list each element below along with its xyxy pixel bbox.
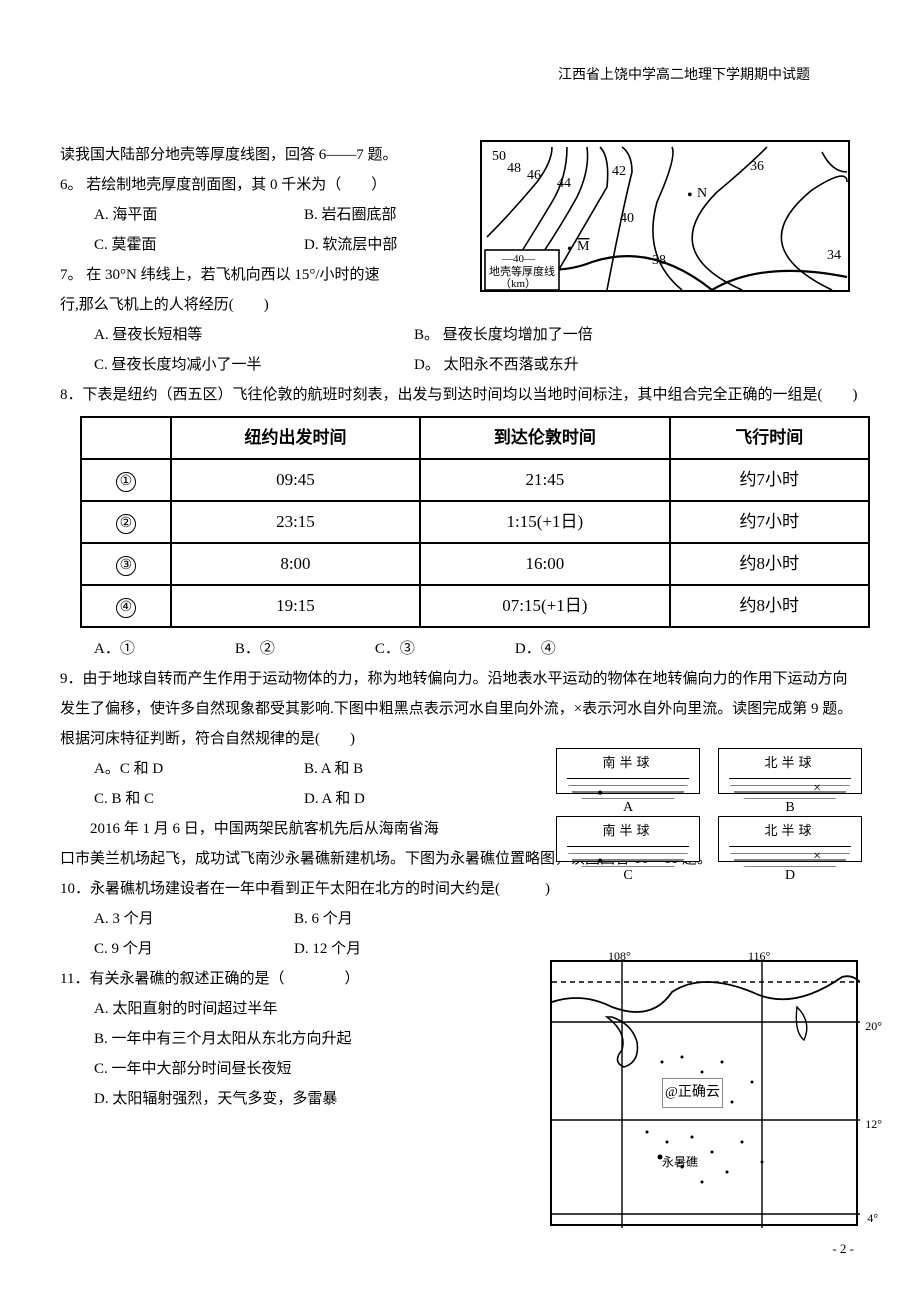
q9-stem: 9．由于地球自转而产生作用于运动物体的力，称为地转偏向力。沿地表水平运动的物体在… bbox=[60, 664, 860, 724]
cell: 16:00 bbox=[420, 543, 669, 585]
lat-4: 4° bbox=[867, 1206, 878, 1230]
lon-116: 116° bbox=[748, 944, 770, 968]
q7-D: D。 太阳永不西落或东升 bbox=[414, 350, 579, 380]
q10-C: C. 9 个月 bbox=[94, 934, 294, 964]
rb-A: 南半球 • bbox=[556, 748, 700, 794]
yongshu-label: 永暑礁 bbox=[662, 1150, 698, 1174]
q9-B: B. A 和 B bbox=[304, 754, 514, 784]
figure-riverbeds: 南半球 • A 北半球 × B 南半球 • C 北半球 × D bbox=[556, 748, 866, 878]
cell: 19:15 bbox=[171, 585, 420, 627]
cell: 约7小时 bbox=[670, 459, 869, 501]
q8-table: 纽约出发时间 到达伦敦时间 飞行时间 ① 09:45 21:45 约7小时 ② … bbox=[80, 416, 870, 628]
watermark: @正确云 bbox=[662, 1078, 723, 1108]
q9-D: D. A 和 D bbox=[304, 784, 514, 814]
row-id: ① bbox=[116, 472, 136, 492]
q7-stem-a: 7。 在 30°N 纬线上，若飞机向西以 15°/小时的速 bbox=[60, 267, 380, 283]
table-row: ① 09:45 21:45 约7小时 bbox=[81, 459, 869, 501]
svg-text:地壳等厚度线: 地壳等厚度线 bbox=[489, 264, 555, 278]
table-row: ② 23:15 1:15(+1日) 约7小时 bbox=[81, 501, 869, 543]
cell: 23:15 bbox=[171, 501, 420, 543]
row-id: ③ bbox=[116, 556, 136, 576]
rb-label: 北半球 bbox=[719, 749, 861, 776]
q6-A: A. 海平面 bbox=[94, 200, 304, 230]
cell: 21:45 bbox=[420, 459, 669, 501]
row-id: ② bbox=[116, 514, 136, 534]
rb-label: 南半球 bbox=[557, 749, 699, 776]
cell: 8:00 bbox=[171, 543, 420, 585]
svg-text:36: 36 bbox=[750, 159, 764, 174]
cell: 07:15(+1日) bbox=[420, 585, 669, 627]
cell: 1:15(+1日) bbox=[420, 501, 669, 543]
lat-12: 12° bbox=[865, 1112, 882, 1136]
q7-A: A. 昼夜长短相等 bbox=[94, 320, 414, 350]
cell: 约8小时 bbox=[670, 543, 869, 585]
figure-crust-map: 50 48 46 44 42 40 38 36 34 N M • • —40— … bbox=[480, 140, 850, 292]
svg-text:34: 34 bbox=[827, 248, 841, 263]
rb-sub-C: C bbox=[556, 862, 700, 890]
svg-text:46: 46 bbox=[527, 168, 541, 183]
th-depart: 纽约出发时间 bbox=[171, 417, 420, 459]
q8-options: A．① B．② C．③ D．④ bbox=[60, 634, 860, 664]
q8-C: C．③ bbox=[375, 634, 415, 664]
q6-C: C. 莫霍面 bbox=[94, 230, 304, 260]
q10-D: D. 12 个月 bbox=[294, 934, 361, 964]
cell: 09:45 bbox=[171, 459, 420, 501]
svg-text:•: • bbox=[567, 241, 573, 258]
crust-map-svg: 50 48 46 44 42 40 38 36 34 N M • • —40— … bbox=[482, 142, 852, 294]
q10-B: B. 6 个月 bbox=[294, 904, 353, 934]
page-header: 江西省上饶中学高二地理下学期期中试题 bbox=[558, 62, 810, 90]
q7-row2: C. 昼夜长度均减小了一半 D。 太阳永不西落或东升 bbox=[60, 350, 860, 380]
q7-C: C. 昼夜长度均减小了一半 bbox=[94, 350, 414, 380]
cell: ② bbox=[81, 501, 171, 543]
rb-C: 南半球 • bbox=[556, 816, 700, 862]
svg-text:50: 50 bbox=[492, 149, 506, 164]
rb-label: 北半球 bbox=[719, 817, 861, 844]
q9-C: C. B 和 C bbox=[94, 784, 304, 814]
table-row: 纽约出发时间 到达伦敦时间 飞行时间 bbox=[81, 417, 869, 459]
cell: ④ bbox=[81, 585, 171, 627]
rb-B: 北半球 × bbox=[718, 748, 862, 794]
q8-stem: 8．下表是纽约（西五区）飞往伦敦的航班时刻表，出发与到达时间均以当地时间标注，其… bbox=[60, 380, 860, 410]
q8-A: A．① bbox=[94, 634, 135, 664]
q8-B: B．② bbox=[235, 634, 275, 664]
cell: 约7小时 bbox=[670, 501, 869, 543]
lat-20: 20° bbox=[865, 1014, 882, 1038]
svg-text:—40—: —40— bbox=[501, 253, 536, 265]
svg-text:44: 44 bbox=[557, 176, 571, 191]
th-arrive: 到达伦敦时间 bbox=[420, 417, 669, 459]
rb-label: 南半球 bbox=[557, 817, 699, 844]
cell: ① bbox=[81, 459, 171, 501]
rb-D: 北半球 × bbox=[718, 816, 862, 862]
svg-text:40: 40 bbox=[620, 211, 634, 226]
svg-text:38: 38 bbox=[652, 253, 666, 268]
svg-text:42: 42 bbox=[612, 164, 626, 179]
q9-A: A。C 和 D bbox=[94, 754, 304, 784]
svg-text:M: M bbox=[577, 239, 590, 254]
cell: ③ bbox=[81, 543, 171, 585]
q10-A: A. 3 个月 bbox=[94, 904, 294, 934]
svg-text:48: 48 bbox=[507, 161, 521, 176]
q10-row1: A. 3 个月 B. 6 个月 bbox=[60, 904, 860, 934]
q7-B: B。 昼夜长度均增加了一倍 bbox=[414, 320, 593, 350]
q8-D: D．④ bbox=[515, 634, 556, 664]
table-row: ④ 19:15 07:15(+1日) 约8小时 bbox=[81, 585, 869, 627]
page-number: - 2 - bbox=[832, 1236, 854, 1262]
table-row: ③ 8:00 16:00 约8小时 bbox=[81, 543, 869, 585]
q7-stem-line2: 行,那么飞机上的人将经历( ) bbox=[60, 290, 860, 320]
q7-row1: A. 昼夜长短相等 B。 昼夜长度均增加了一倍 bbox=[60, 320, 860, 350]
rb-sub-D: D bbox=[718, 862, 862, 890]
cell: 约8小时 bbox=[670, 585, 869, 627]
svg-text:（km）: （km） bbox=[500, 277, 536, 290]
svg-text:•: • bbox=[687, 187, 693, 204]
row-id: ④ bbox=[116, 598, 136, 618]
svg-text:N: N bbox=[697, 186, 707, 201]
figure-map: 108° 116° 20° 12° 4° @正确云 永暑礁 bbox=[550, 960, 858, 1226]
th-duration: 飞行时间 bbox=[670, 417, 869, 459]
lon-108: 108° bbox=[608, 944, 631, 968]
th-blank bbox=[81, 417, 171, 459]
